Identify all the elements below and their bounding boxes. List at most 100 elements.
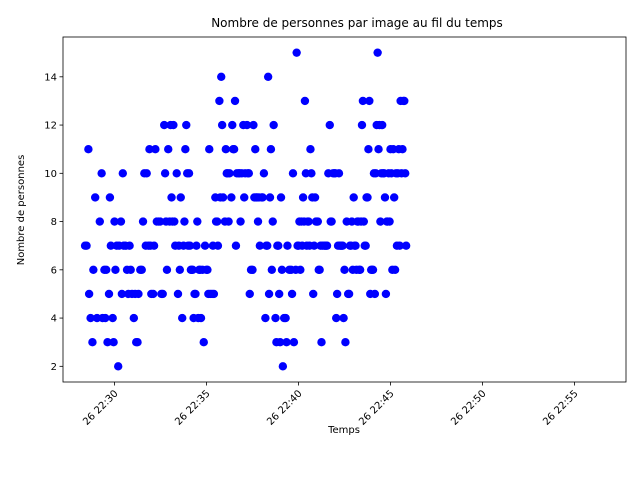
data-point <box>228 120 237 130</box>
data-point <box>274 289 284 299</box>
data-point <box>133 337 142 347</box>
data-point <box>82 241 91 250</box>
data-point <box>158 289 167 299</box>
data-point <box>278 362 288 371</box>
data-point <box>264 289 274 299</box>
data-point <box>376 217 385 226</box>
data-point <box>292 48 301 57</box>
data-point <box>389 193 399 202</box>
data-point <box>365 96 374 106</box>
data-point <box>255 241 265 250</box>
data-point <box>269 120 278 130</box>
data-point <box>231 241 241 250</box>
data-point <box>86 313 95 323</box>
data-point <box>338 241 347 250</box>
data-point <box>114 362 123 371</box>
data-point <box>111 265 120 275</box>
data-point <box>215 96 224 106</box>
data-point <box>300 96 310 106</box>
data-point <box>199 337 208 347</box>
data-point <box>261 313 270 323</box>
data-point <box>259 169 269 178</box>
plot-area <box>80 48 411 371</box>
data-point <box>185 241 195 250</box>
data-point <box>162 265 172 275</box>
data-point <box>205 144 214 154</box>
y-tick-label: 12 <box>44 121 57 132</box>
data-point <box>116 217 126 226</box>
data-point <box>288 169 298 178</box>
data-point <box>196 313 206 323</box>
data-point <box>209 289 219 299</box>
data-point <box>95 217 105 226</box>
data-point <box>180 217 189 226</box>
x-tick-label: 26 22:45 <box>357 388 396 427</box>
data-point <box>400 96 409 106</box>
data-point <box>129 313 139 323</box>
data-point <box>251 144 260 154</box>
data-point <box>380 193 390 202</box>
data-point <box>236 217 245 226</box>
data-point <box>230 96 240 106</box>
data-point <box>217 72 226 82</box>
data-point <box>242 120 252 130</box>
data-point <box>172 169 181 178</box>
y-tick-label: 8 <box>51 217 57 228</box>
data-point <box>126 265 135 275</box>
data-point <box>332 313 341 323</box>
y-tick-label: 6 <box>51 265 57 276</box>
data-point <box>173 289 183 299</box>
data-point <box>307 169 316 178</box>
data-point <box>109 337 118 347</box>
data-point <box>315 265 324 275</box>
data-point <box>374 144 383 154</box>
data-point <box>398 144 407 154</box>
data-point <box>271 313 280 323</box>
data-point <box>313 217 323 226</box>
data-point <box>357 120 367 130</box>
data-point <box>355 265 365 275</box>
data-point <box>363 193 372 202</box>
data-point <box>296 265 305 275</box>
data-point <box>277 265 287 275</box>
data-point <box>203 265 212 275</box>
data-point <box>267 265 277 275</box>
data-point <box>91 193 100 202</box>
data-point <box>110 217 119 226</box>
data-point <box>184 169 194 178</box>
data-point <box>258 193 267 202</box>
data-point <box>84 289 94 299</box>
data-point <box>104 289 114 299</box>
chart-title: Nombre de personnes par image au fil du … <box>211 16 503 30</box>
data-point <box>118 169 128 178</box>
data-point <box>188 265 197 275</box>
data-point <box>310 193 320 202</box>
data-point <box>178 313 187 323</box>
data-point <box>268 217 277 226</box>
data-point <box>263 241 272 250</box>
data-point <box>227 193 236 202</box>
data-point <box>327 217 336 226</box>
data-point <box>275 337 285 347</box>
data-point <box>306 144 315 154</box>
data-point <box>401 169 410 178</box>
data-point <box>370 289 380 299</box>
data-point <box>106 241 116 250</box>
data-point <box>138 217 148 226</box>
data-point <box>155 217 165 226</box>
data-point <box>334 169 344 178</box>
data-point <box>175 265 185 275</box>
x-tick-label: 26 22:55 <box>541 388 580 427</box>
x-tick-label: 26 22:35 <box>173 388 212 427</box>
data-point <box>309 289 318 299</box>
data-point <box>240 193 249 202</box>
data-point <box>125 241 134 250</box>
data-point <box>248 265 257 275</box>
data-point <box>218 193 228 202</box>
data-point <box>182 120 191 130</box>
data-point <box>373 48 382 57</box>
data-point <box>225 169 234 178</box>
y-axis-label: Nombre de personnes <box>16 155 27 266</box>
